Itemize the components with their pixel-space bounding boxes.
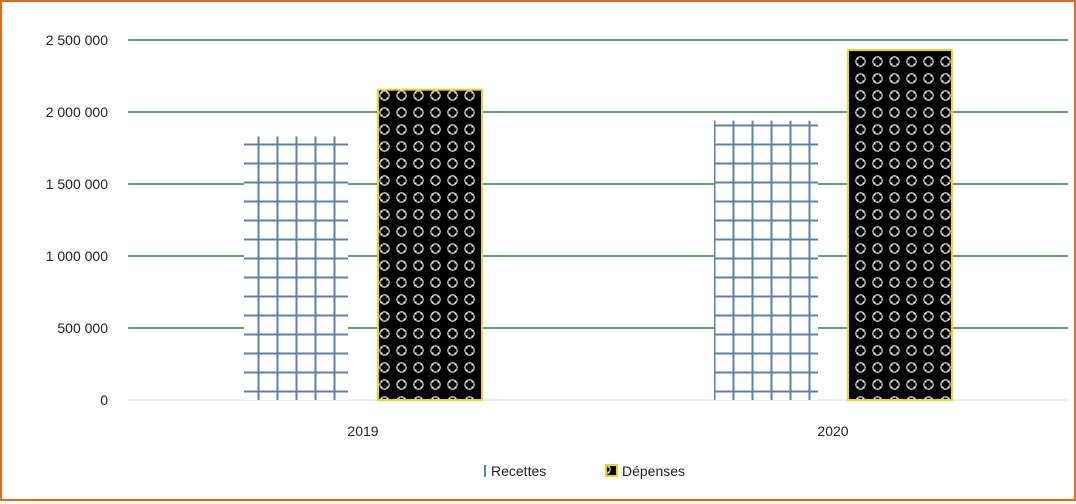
bar-depenses-2020 bbox=[847, 49, 953, 402]
bar-recettes-2020 bbox=[714, 120, 818, 400]
y-tick-label: 500 000 bbox=[57, 320, 108, 336]
y-tick-label: 1 500 000 bbox=[46, 176, 108, 192]
y-tick-label: 2 000 000 bbox=[46, 104, 108, 120]
x-tick-label-2019: 2019 bbox=[347, 423, 378, 439]
legend: Recettes Dépenses bbox=[484, 463, 685, 479]
bars bbox=[244, 49, 953, 402]
x-axis-tick-labels: 2019 2020 bbox=[347, 423, 848, 439]
legend-marker-recettes bbox=[484, 465, 486, 477]
y-tick-label: 0 bbox=[100, 392, 108, 408]
legend-label-recettes: Recettes bbox=[491, 463, 546, 479]
legend-marker-depenses bbox=[605, 464, 618, 477]
bar-depenses-2019 bbox=[377, 88, 483, 402]
y-tick-label: 1 000 000 bbox=[46, 248, 108, 264]
y-axis-tick-labels: 0 500 000 1 000 000 1 500 000 2 000 000 2 500… bbox=[46, 32, 109, 408]
bar-recettes-2019 bbox=[244, 136, 348, 401]
y-tick-label: 2 500 000 bbox=[46, 32, 108, 48]
x-tick-label-2020: 2020 bbox=[817, 423, 848, 439]
legend-label-depenses: Dépenses bbox=[622, 463, 685, 479]
